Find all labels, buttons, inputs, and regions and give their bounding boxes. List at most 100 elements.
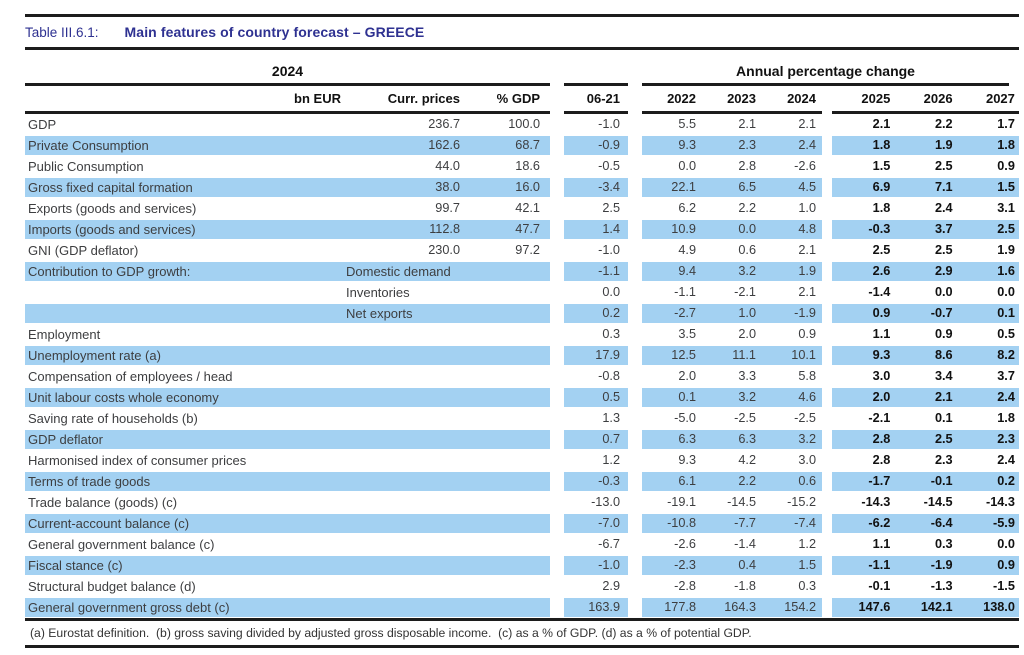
row-sublabel — [345, 493, 346, 512]
value-2023: 6.5 — [738, 180, 756, 194]
value-2022: 9.4 — [678, 264, 696, 278]
value-2027: 0.0 — [997, 537, 1015, 551]
pct-gdp-value — [460, 535, 550, 554]
table-row: Imports (goods and services) 112.8 47.7 … — [25, 219, 1019, 240]
col-header-2024: 2024 — [787, 91, 816, 106]
value-2027: 2.3 — [997, 432, 1015, 446]
value-2025: 1.8 — [872, 138, 891, 152]
value-2022: 5.5 — [678, 117, 696, 131]
col-header-2026: 2026 — [923, 91, 953, 106]
row-sublabel — [345, 556, 346, 575]
value-2026: 142.1 — [920, 600, 953, 614]
curr-prices-value: 112.8 — [429, 222, 460, 236]
value-2026: 2.5 — [934, 243, 953, 257]
value-2025: 2.5 — [872, 243, 891, 257]
value-2023: -2.1 — [734, 285, 756, 299]
table-row: Contribution to GDP growth: Domestic dem… — [25, 261, 1019, 282]
table-body: GDP 236.7 100.0 -1.0 5.5 2.1 2.1 2.1 2.2… — [25, 114, 1019, 618]
table-row: Exports (goods and services) 99.7 42.1 2… — [25, 198, 1019, 219]
value-2024: 4.8 — [798, 222, 816, 236]
row-label: Harmonised index of consumer prices — [28, 453, 247, 468]
row-label: General government balance (c) — [28, 537, 215, 552]
row-sublabel — [345, 472, 346, 491]
col-header-2025: 2025 — [861, 91, 891, 106]
curr-prices-value: 236.7 — [428, 117, 460, 131]
row-label: Trade balance (goods) (c) — [28, 495, 178, 510]
value-2024: -15.2 — [787, 495, 816, 509]
table-row: Structural budget balance (d) 2.9 -2.8 -… — [25, 576, 1019, 597]
row-sublabel — [345, 409, 346, 428]
value-2026: 2.5 — [934, 159, 953, 173]
row-label — [25, 304, 345, 323]
value-2026: 2.4 — [934, 201, 953, 215]
value-2026: 2.1 — [934, 390, 953, 404]
value-2027: 0.9 — [997, 159, 1015, 173]
value-2027: 0.0 — [997, 285, 1015, 299]
pct-gdp-value — [460, 325, 550, 344]
row-sublabel — [345, 199, 346, 218]
value-2022: -2.3 — [674, 558, 696, 572]
value-2025: -0.1 — [868, 579, 891, 593]
rule-top — [25, 14, 1019, 17]
row-sublabel — [345, 367, 346, 386]
value-2023: 3.2 — [738, 264, 756, 278]
row-label: Private Consumption — [28, 138, 149, 153]
value-2025: -2.1 — [868, 411, 891, 425]
value-2026: -1.9 — [930, 558, 953, 572]
value-2025: -1.4 — [868, 285, 891, 299]
value-2025: -0.3 — [868, 222, 891, 236]
value-2022: 4.9 — [678, 243, 696, 257]
value-2026: 2.3 — [934, 453, 953, 467]
value-2022: -2.8 — [674, 579, 696, 593]
pct-gdp-value: 18.6 — [515, 159, 540, 173]
value-2024: -2.5 — [794, 411, 816, 425]
value-2022: 22.1 — [671, 180, 696, 194]
value-06-21: 1.3 — [602, 411, 620, 425]
table-row: Trade balance (goods) (c) -13.0 -19.1 -1… — [25, 492, 1019, 513]
value-2025: 1.5 — [872, 159, 891, 173]
value-2024: 1.9 — [798, 264, 816, 278]
pct-gdp-value: 16.0 — [515, 180, 540, 194]
value-06-21: 0.0 — [602, 285, 620, 299]
value-06-21: -1.0 — [598, 117, 620, 131]
value-2023: 2.3 — [738, 138, 756, 152]
col-group-2024: 2024 — [271, 63, 304, 79]
value-2025: -6.2 — [868, 516, 891, 530]
footnote-row: (a) Eurostat definition. (b) gross savin… — [25, 621, 1019, 645]
pct-gdp-value — [460, 451, 550, 470]
pct-gdp-value: 42.1 — [515, 201, 540, 215]
value-2027: 0.9 — [997, 558, 1015, 572]
row-label — [25, 283, 345, 302]
value-2025: 2.6 — [872, 264, 891, 278]
row-sublabel — [345, 325, 346, 344]
row-sublabel — [345, 136, 346, 155]
value-06-21: -13.0 — [591, 495, 620, 509]
value-2026: 8.6 — [934, 348, 953, 362]
table-row: GNI (GDP deflator) 230.0 97.2 -1.0 4.9 0… — [25, 240, 1019, 261]
value-2024: 2.1 — [798, 285, 816, 299]
value-06-21: -1.1 — [564, 262, 628, 281]
value-2024: 1.5 — [798, 558, 816, 572]
value-2023: 0.6 — [738, 243, 756, 257]
value-2025: 1.8 — [872, 201, 891, 215]
row-label: Unemployment rate (a) — [28, 348, 161, 363]
curr-prices-value: 44.0 — [435, 159, 460, 173]
value-2022: 12.5 — [671, 348, 696, 362]
table-row: Public Consumption 44.0 18.6 -0.5 0.0 2.… — [25, 156, 1019, 177]
value-2022: -2.6 — [674, 537, 696, 551]
pct-gdp-value — [460, 388, 550, 407]
value-2023: -1.4 — [734, 537, 756, 551]
value-2026: 0.1 — [934, 411, 953, 425]
value-2026: -0.7 — [930, 306, 953, 320]
pct-gdp-value: 97.2 — [515, 243, 540, 257]
value-2027: 1.9 — [997, 243, 1015, 257]
value-2025: 2.1 — [872, 117, 891, 131]
row-label: Unit labour costs whole economy — [28, 390, 219, 405]
table-row: Private Consumption 162.6 68.7 -0.9 9.3 … — [25, 135, 1019, 156]
value-2026: 3.7 — [934, 222, 953, 236]
value-2024: 1.2 — [798, 537, 816, 551]
value-2024: 154.2 — [784, 600, 816, 614]
value-2024: 4.5 — [798, 180, 816, 194]
footnote-text: (a) Eurostat definition. (b) gross savin… — [30, 626, 752, 640]
row-label: GDP — [28, 117, 57, 132]
